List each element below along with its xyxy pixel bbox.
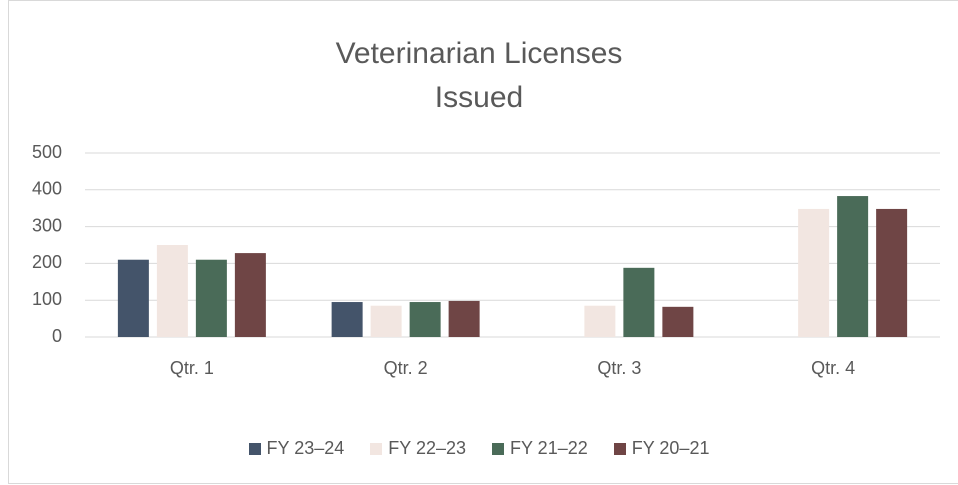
bar xyxy=(876,208,908,337)
y-tick-label: 200 xyxy=(32,252,62,272)
bar xyxy=(156,245,188,337)
y-tick-label: 400 xyxy=(32,179,62,199)
bar xyxy=(584,305,616,337)
y-tick-label: 100 xyxy=(32,289,62,309)
chart-border xyxy=(8,0,958,484)
bar xyxy=(234,253,266,337)
bar xyxy=(662,306,694,337)
bar xyxy=(623,267,655,337)
bar xyxy=(448,300,480,337)
x-tick-label: Qtr. 1 xyxy=(169,358,214,378)
legend-label: FY 20–21 xyxy=(631,438,710,458)
chart-title: Veterinarian Licenses Issued xyxy=(335,37,623,114)
bar xyxy=(370,305,402,337)
legend-swatch xyxy=(370,443,383,456)
legend-label: FY 21–22 xyxy=(510,438,588,458)
bar xyxy=(195,259,227,337)
legend-label: FY 23–24 xyxy=(266,438,345,458)
bar xyxy=(837,196,869,337)
legend-swatch xyxy=(613,443,626,456)
x-tick-label: Qtr. 3 xyxy=(597,358,642,378)
x-tick-label: Qtr. 2 xyxy=(383,358,428,378)
bar xyxy=(409,302,441,337)
legend: FY 23–24 FY 22–23 FY 21–22 FY 20–21 xyxy=(0,438,958,459)
x-tick-label: Qtr. 4 xyxy=(811,358,856,378)
bar xyxy=(798,208,830,337)
legend-swatch xyxy=(248,443,261,456)
legend-swatch xyxy=(492,443,504,456)
legend-item: FY 20–21 xyxy=(613,438,710,459)
legend-item: FY 21–22 xyxy=(492,438,588,459)
y-tick-label: 300 xyxy=(32,215,62,235)
bar xyxy=(331,302,363,337)
y-tick-label: 0 xyxy=(52,326,62,346)
legend-item: FY 22–23 xyxy=(370,438,466,459)
y-tick-label: 500 xyxy=(32,142,62,162)
legend-label: FY 22–23 xyxy=(388,438,466,458)
legend-item: FY 23–24 xyxy=(248,438,345,459)
bar xyxy=(117,259,149,337)
